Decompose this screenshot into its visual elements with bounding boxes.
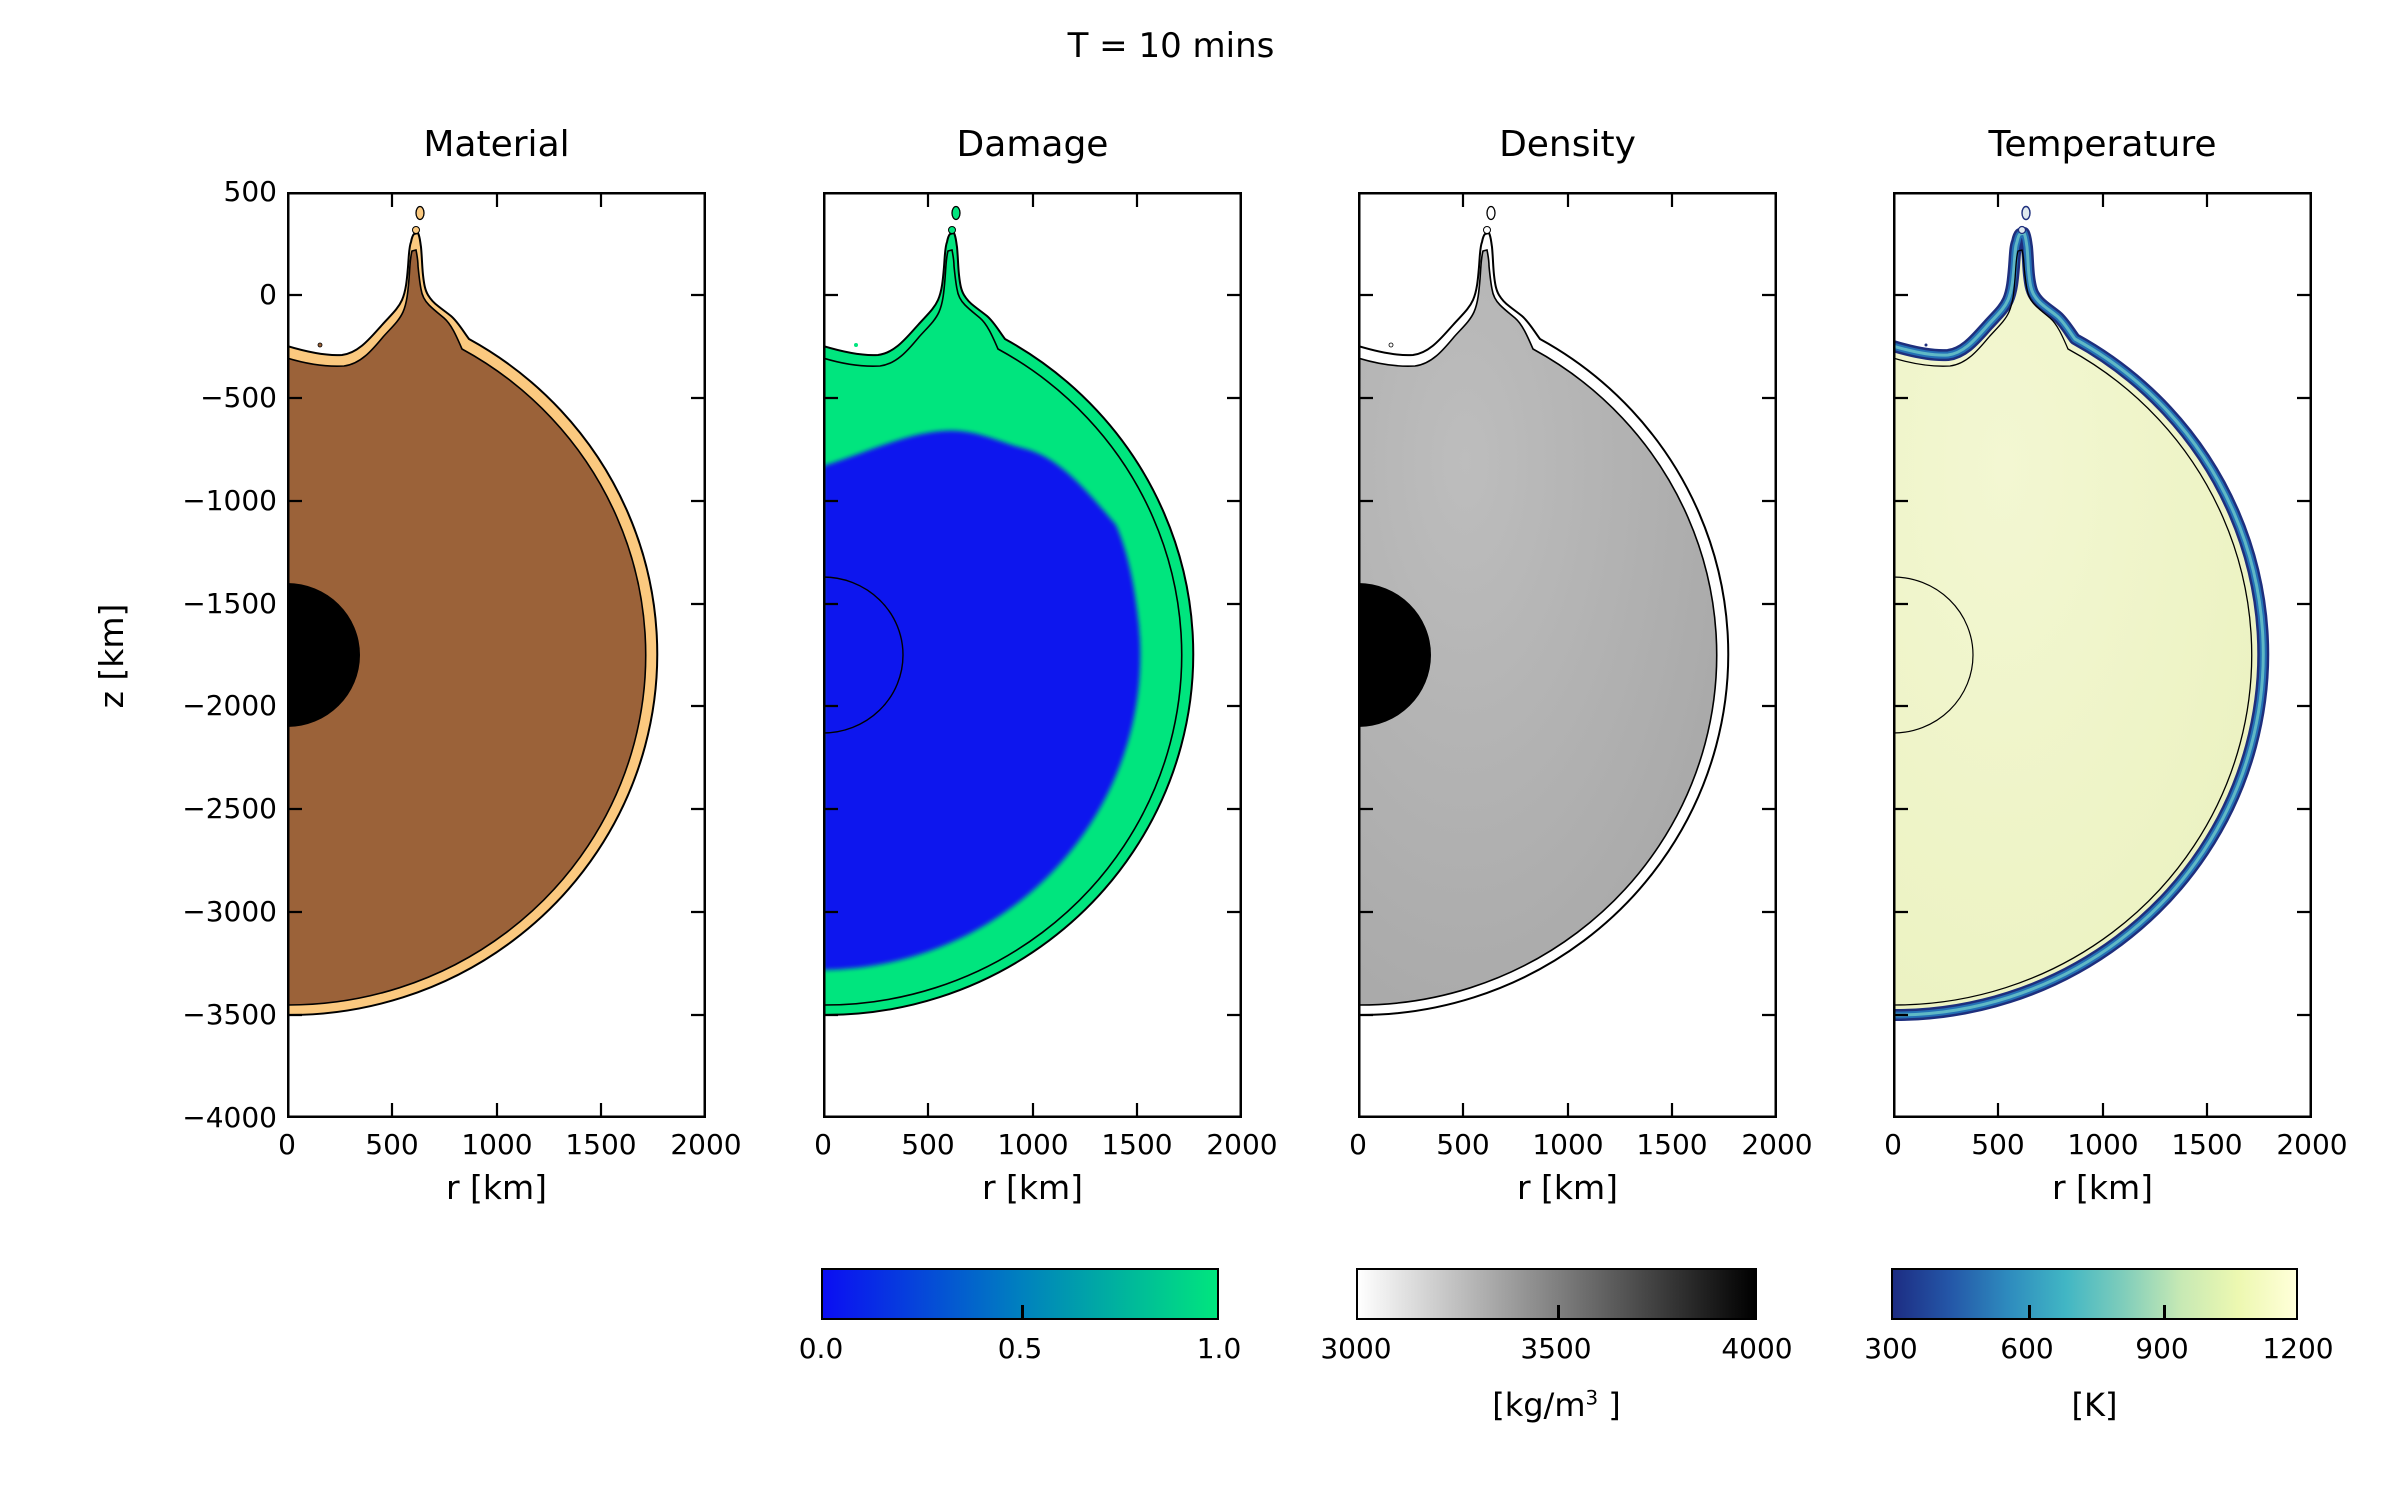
colorbar-tick [2163,1305,2166,1318]
y-tick-label: −3500 [182,998,277,1031]
x-tick-label: 2000 [1741,1128,1813,1161]
hot-interior [1893,233,2263,1015]
colorbar-tick-label: 3000 [1320,1332,1392,1365]
panel-title-temperature: Temperature [1988,124,2217,165]
plume-tip-knob [948,226,956,234]
surface-speck [854,343,858,347]
x-tick-label: 1500 [1636,1128,1708,1161]
colorbar-density-unit: [kg/m3 ] [1356,1386,1757,1424]
axes-frame [1358,192,1777,1118]
ejecta-droplet [1486,205,1496,221]
x-tick-label: 0 [814,1128,832,1161]
x-tick-label: 500 [1436,1128,1490,1161]
x-tick-label: 0 [1349,1128,1367,1161]
y-tick-label: 500 [223,175,277,208]
x-tick-label: 1500 [1101,1128,1173,1161]
x-tick-label: 1500 [2171,1128,2243,1161]
surface-speck [317,342,323,348]
panel-title-material: Material [423,124,570,165]
figure-title: T = 10 mins [1067,26,1275,66]
panel-material [287,192,706,1118]
x-ticks-damage: 0 500 1000 1500 2000 [814,1128,1278,1162]
x-tick-label: 1500 [565,1128,637,1161]
panel-damage [823,192,1242,1118]
y-tick-label: −500 [200,381,277,414]
unit-sup: 3 [1585,1386,1599,1410]
y-tick-label: −2500 [182,792,277,825]
x-tick-label: 500 [365,1128,419,1161]
panel-density [1358,192,1777,1118]
x-tick-label: 1000 [997,1128,1069,1161]
x-ticks-material: 0 500 1000 1500 2000 [278,1128,742,1162]
colorbar-tick [1021,1305,1024,1318]
x-axis-label: r [km] [2051,1168,2154,1207]
colorbar-tick-label: 1.0 [1196,1332,1242,1365]
panel-title-damage: Damage [956,124,1109,165]
panel-temperature [1893,192,2312,1118]
colorbar-density [1356,1268,1757,1320]
ejecta-droplet [951,205,961,221]
colorbar-tick-label: 3500 [1520,1332,1592,1365]
x-tick-label: 1000 [461,1128,533,1161]
colorbar-tick [1557,1305,1560,1318]
x-tick-label: 2000 [2276,1128,2348,1161]
surface-speck [1924,343,1928,347]
x-tick-label: 1000 [1532,1128,1604,1161]
axes-frame [287,192,706,1118]
y-tick-label: −1000 [182,484,277,517]
y-tick-label: −2000 [182,689,277,722]
plume-tip-knob [1483,226,1491,234]
ejecta-droplet [415,205,425,221]
colorbar-tick-label: 0.0 [798,1332,844,1365]
colorbar-density-labels: 3000 3500 4000 [1320,1332,1792,1366]
x-tick-label: 2000 [670,1128,742,1161]
axes-frame [823,192,1242,1118]
x-ticks-temperature: 0 500 1000 1500 2000 [1884,1128,2348,1162]
colorbar-temperature-unit: [K] [2071,1386,2118,1424]
x-axis-label: r [km] [981,1168,1084,1207]
x-tick-label: 500 [1971,1128,2025,1161]
y-axis-label: z [km] [92,603,131,709]
y-tick-label: 0 [259,278,277,311]
plume-tip-knob [2017,225,2027,235]
colorbar-damage [821,1268,1219,1320]
colorbar-tick-label: 4000 [1721,1332,1793,1365]
y-tick-label: −4000 [182,1101,277,1134]
ejecta-droplet [2021,205,2031,221]
colorbar-tick-label: 0.5 [997,1332,1043,1365]
x-axis-label: r [km] [445,1168,548,1207]
colorbar-damage-labels: 0.0 0.5 1.0 [799,1332,1242,1366]
unit-text: ] [1598,1386,1621,1424]
colorbar-temperature-labels: 300 600 900 1200 [1864,1332,2333,1366]
colorbar-tick-label: 300 [1864,1332,1918,1365]
x-tick-label: 0 [1884,1128,1902,1161]
x-tick-label: 500 [901,1128,955,1161]
colorbar-tick [2028,1305,2031,1318]
y-tick-label: −1500 [182,587,277,620]
x-tick-label: 0 [278,1128,296,1161]
x-ticks-density: 0 500 1000 1500 2000 [1349,1128,1813,1162]
panel-title-density: Density [1499,124,1636,165]
colorbar-tick-label: 900 [2135,1332,2189,1365]
plume-tip-knob [412,226,420,234]
x-axis-label: r [km] [1516,1168,1619,1207]
axes-frame [1893,192,2312,1118]
colorbar-tick-label: 1200 [2262,1332,2334,1365]
colorbar-tick-label: 600 [2000,1332,2054,1365]
unit-text: [kg/m [1492,1386,1586,1424]
x-tick-label: 2000 [1206,1128,1278,1161]
y-tick-label: −3000 [182,895,277,928]
surface-speck [1388,342,1394,348]
x-tick-label: 1000 [2067,1128,2139,1161]
colorbar-temperature [1891,1268,2298,1320]
